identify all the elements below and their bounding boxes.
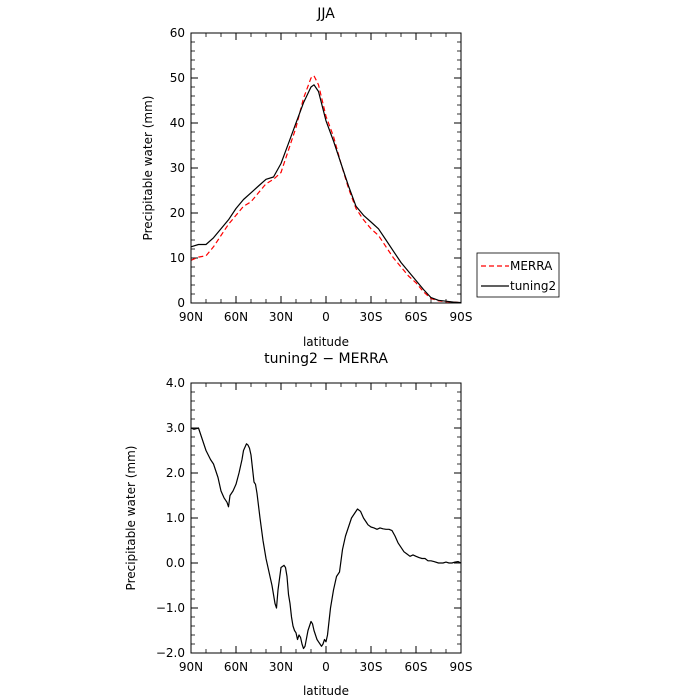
y-tick-label: −2.0: [156, 646, 185, 660]
x-tick-label: 60S: [405, 660, 428, 674]
series-line: [190, 84, 462, 304]
x-tick-label: 30N: [269, 310, 293, 324]
chart-difference: tuning2 − MERRA Precipitable water (mm) …: [124, 351, 472, 698]
series-layer: [190, 427, 462, 650]
x-axis-label: latitude: [303, 335, 349, 349]
series-line: [190, 427, 462, 650]
tick-layer: 90N 60N 30N 0 30S 60S 90S −2.0 −1.0 0.0 1.0 2.0 3.0 4…: [156, 376, 473, 674]
legend: MERRA tuning2: [476, 252, 560, 298]
y-tick-label: 10: [170, 251, 185, 265]
x-tick-label: 90S: [450, 660, 473, 674]
chart-title: tuning2 − MERRA: [264, 351, 388, 367]
x-tick-label: 0: [322, 660, 330, 674]
x-tick-label: 60N: [224, 310, 248, 324]
y-tick-label: 30: [170, 161, 185, 175]
chart-jja: JJA Precipitable water (mm) latitude 90N…: [141, 6, 560, 349]
y-tick-label: 40: [170, 116, 185, 130]
plot-frame: [190, 32, 462, 304]
y-tick-label: 3.0: [166, 421, 185, 435]
y-tick-label: 4.0: [166, 376, 185, 390]
y-tick-label: 0: [177, 296, 185, 310]
y-axis-label: Precipitable water (mm): [124, 446, 138, 591]
legend-entry: MERRA: [510, 259, 553, 273]
x-tick-label: 90S: [450, 310, 473, 324]
y-tick-label: 20: [170, 206, 185, 220]
y-tick-label: 0.0: [166, 556, 185, 570]
x-tick-label: 90N: [179, 310, 203, 324]
y-tick-label: 50: [170, 71, 185, 85]
series-line: [190, 75, 462, 304]
x-tick-label: 60N: [224, 660, 248, 674]
x-tick-label: 90N: [179, 660, 203, 674]
legend-entry: tuning2: [510, 279, 556, 293]
x-tick-label: 30S: [360, 310, 383, 324]
plot-frame: [190, 382, 462, 654]
x-tick-label: 30S: [360, 660, 383, 674]
y-tick-label: 60: [170, 26, 185, 40]
tick-layer: 90N 60N 30N 0 30S 60S 90S 0 10 20 30 40 50 60: [170, 26, 473, 324]
chart-title: JJA: [316, 6, 335, 22]
y-tick-label: 1.0: [166, 511, 185, 525]
legend-box: [476, 252, 560, 298]
y-tick-label: 2.0: [166, 466, 185, 480]
y-axis-label: Precipitable water (mm): [141, 96, 155, 241]
x-tick-label: 30N: [269, 660, 293, 674]
x-axis-label: latitude: [303, 684, 349, 698]
x-tick-label: 0: [322, 310, 330, 324]
series-layer: [190, 75, 462, 304]
y-tick-label: −1.0: [156, 601, 185, 615]
x-tick-label: 60S: [405, 310, 428, 324]
